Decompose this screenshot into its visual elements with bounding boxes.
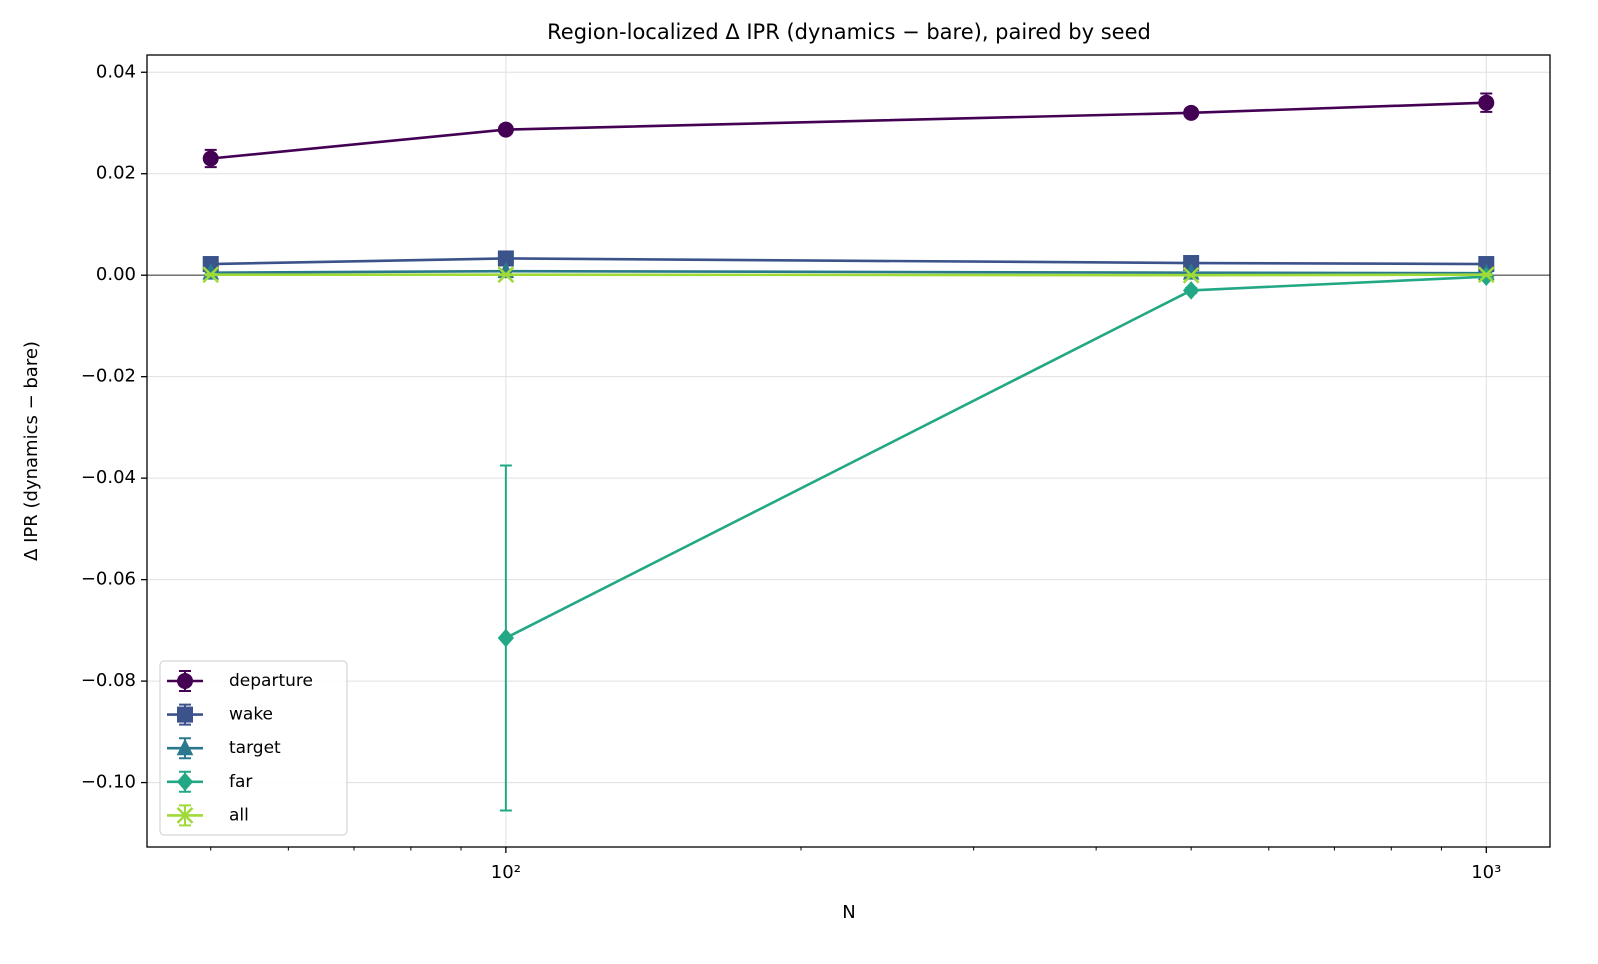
- legend-label: target: [229, 738, 281, 758]
- marker: [497, 121, 514, 138]
- legend-label: far: [229, 772, 252, 792]
- legend-label: all: [229, 805, 249, 825]
- y-tick-label: 0.04: [96, 61, 136, 82]
- series-line: [210, 273, 1487, 277]
- y-tick-label: 0.00: [96, 264, 136, 285]
- marker: [497, 628, 515, 648]
- marker: [1477, 266, 1495, 284]
- marker: [497, 266, 515, 284]
- y-tick-label: −0.10: [81, 772, 136, 793]
- plot-frame: [146, 54, 1551, 848]
- legend-box: [159, 660, 348, 836]
- y-axis-label: Δ IPR (dynamics − bare): [21, 341, 42, 561]
- y-tick-label: 0.02: [96, 163, 136, 184]
- y-tick-label: −0.06: [81, 569, 136, 590]
- marker: [1182, 266, 1200, 284]
- series-line: [210, 269, 1487, 275]
- legend-marker: [176, 772, 194, 792]
- y-tick-label: −0.04: [81, 467, 136, 488]
- x-tick-label: 10²: [491, 862, 521, 883]
- legend-marker: [177, 673, 193, 689]
- marker: [1183, 104, 1200, 121]
- marker: [202, 150, 219, 167]
- y-tick-label: −0.08: [81, 670, 136, 691]
- x-tick-label: 10³: [1471, 862, 1501, 883]
- x-axis-label: N: [842, 902, 855, 923]
- series-line: [505, 275, 1487, 640]
- series-line: [210, 101, 1487, 160]
- legend-marker: [176, 807, 194, 824]
- legend-marker: [176, 738, 194, 756]
- legend-label: departure: [229, 671, 313, 691]
- marker: [1182, 281, 1200, 300]
- legend-marker: [177, 706, 193, 723]
- legend-label: wake: [229, 705, 273, 725]
- series-line: [210, 257, 1487, 266]
- marker: [202, 266, 220, 284]
- marker: [1478, 94, 1495, 111]
- y-tick-label: −0.02: [81, 366, 136, 387]
- chart-title: Region-localized Δ IPR (dynamics − bare)…: [547, 20, 1151, 44]
